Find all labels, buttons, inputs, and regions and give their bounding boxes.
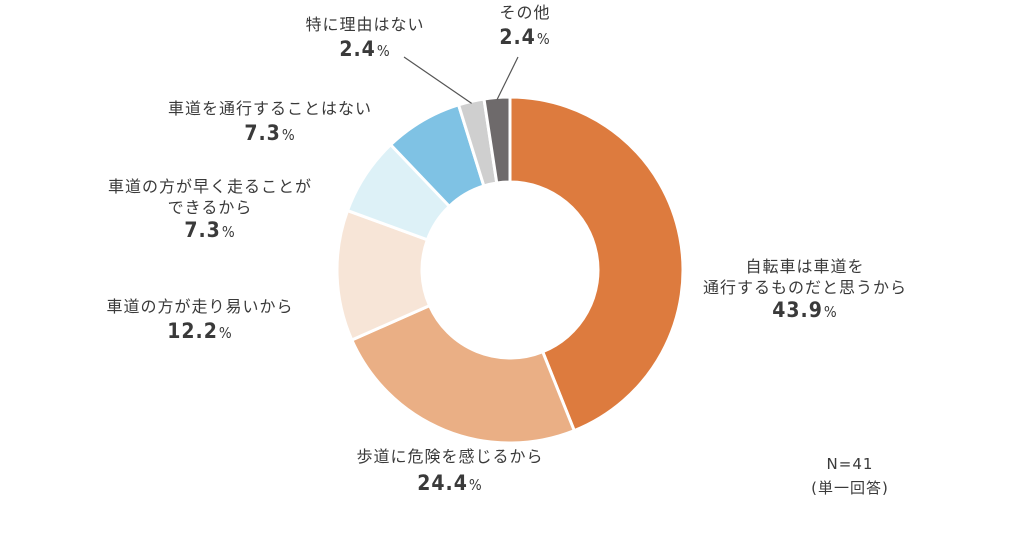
percent-value: 12.2 [167, 319, 218, 343]
label-easier-road: 車道の方が走り易いから 12.2% [70, 296, 330, 343]
category-label: その他 [499, 3, 551, 22]
category-label: 通行するものだと思うから [702, 278, 907, 297]
category-label: 車道を通行することはない [167, 99, 372, 118]
percent-value: 7.3 [244, 121, 281, 145]
slice-sidewalk-danger [349, 303, 577, 445]
percent-label: 24.4% [320, 471, 580, 495]
percent-label: 43.9% [680, 298, 930, 322]
percent-value: 2.4 [499, 25, 536, 49]
label-sidewalk-danger: 歩道に危険を感じるから 24.4% [320, 446, 580, 495]
sample-note: N=41 (単一回答) [790, 452, 910, 500]
percent-label: 12.2% [70, 319, 330, 343]
category-label: 車道の方が走り易いから [106, 297, 294, 316]
slice-other [482, 95, 512, 185]
percent-unit: % [376, 42, 391, 60]
category-label: 自転車は車道を [745, 257, 865, 276]
category-label: 歩道に危険を感じるから [356, 447, 544, 466]
category-label: 車道の方が早く走ることが [107, 177, 312, 196]
percent-unit: % [536, 30, 551, 48]
percent-label: 2.4% [290, 37, 440, 61]
leader-line-other [496, 56, 519, 100]
answer-type: (単一回答) [811, 479, 889, 497]
percent-label: 2.4% [470, 25, 580, 49]
percent-unit: % [468, 476, 483, 494]
percent-unit: % [221, 223, 236, 241]
label-never-road: 車道を通行することはない 7.3% [140, 98, 400, 145]
percent-label: 7.3% [140, 121, 400, 145]
category-label: 特に理由はない [305, 15, 425, 34]
label-driving-rule: 自転車は車道を 通行するものだと思うから 43.9% [680, 256, 930, 322]
percent-value: 43.9 [772, 298, 823, 322]
percent-value: 24.4 [417, 471, 468, 495]
sample-size: N=41 [826, 455, 874, 473]
percent-unit: % [823, 303, 838, 321]
label-no-reason: 特に理由はない 2.4% [290, 14, 440, 61]
category-label: できるから [167, 198, 253, 217]
label-faster-road: 車道の方が早く走ることが できるから 7.3% [80, 176, 340, 242]
percent-unit: % [281, 126, 296, 144]
percent-value: 2.4 [339, 37, 376, 61]
label-other: その他 2.4% [470, 2, 580, 49]
leader-line-no-reason [403, 56, 472, 104]
percent-unit: % [218, 324, 233, 342]
percent-value: 7.3 [184, 218, 221, 242]
percent-label: 7.3% [80, 218, 340, 242]
slice-driving-rule [508, 95, 685, 433]
